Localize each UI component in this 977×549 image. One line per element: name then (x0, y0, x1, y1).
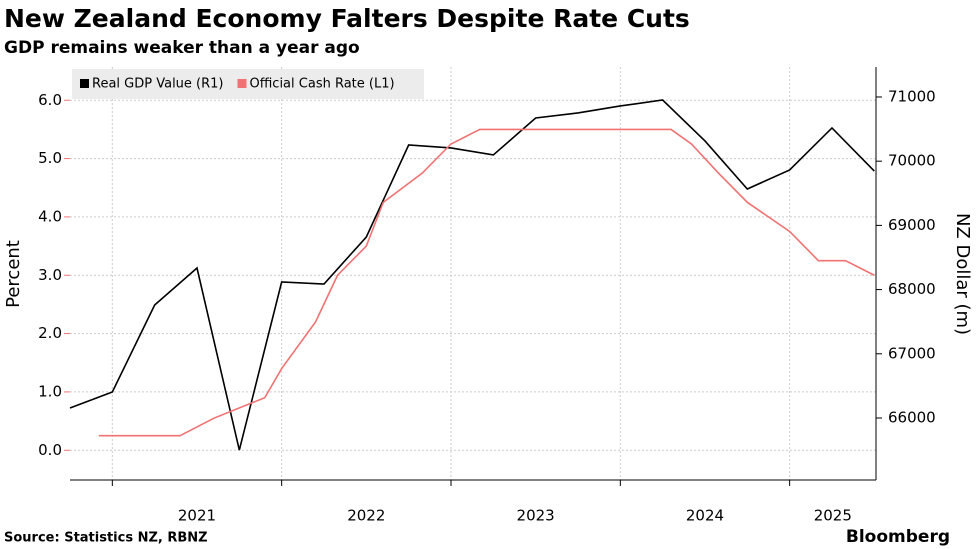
y2-axis-label: NZ Dollar (m) (952, 213, 973, 335)
y-tick-label: 2.0 (38, 324, 62, 342)
brand: Bloomberg (846, 527, 950, 547)
legend-background (72, 69, 424, 99)
y-tick-label: 3.0 (38, 266, 62, 284)
x-tick-label: 2021 (178, 507, 216, 525)
x-tick-label: 2022 (347, 507, 385, 525)
y-axis-label: Percent (3, 240, 24, 308)
chart-subtitle: GDP remains weaker than a year ago (4, 38, 360, 58)
chart-title: New Zealand Economy Falters Despite Rate… (4, 4, 690, 33)
legend-label: Real GDP Value (R1) (92, 77, 224, 92)
x-tick-label: 2024 (686, 507, 724, 525)
y-tick-label: 5.0 (38, 149, 62, 167)
y-tick-label: 4.0 (38, 207, 62, 225)
y2-tick-label: 68000 (888, 280, 936, 298)
y-tick-label: 0.0 (38, 441, 62, 459)
y-tick-label: 6.0 (38, 91, 62, 109)
source: Source: Statistics NZ, RBNZ (4, 531, 208, 546)
y2-tick-label: 70000 (888, 152, 936, 170)
series-line (69, 99, 875, 451)
y-tick-label: 1.0 (38, 382, 62, 400)
legend-swatch (237, 79, 247, 88)
x-tick-label: 2023 (517, 507, 555, 525)
legend-swatch (80, 79, 89, 88)
y2-tick-label: 66000 (888, 408, 936, 426)
y2-tick-label: 67000 (888, 344, 936, 362)
series-line (98, 128, 875, 437)
y2-tick-label: 71000 (888, 87, 936, 105)
y2-tick-label: 69000 (888, 216, 936, 234)
legend-label: Official Cash Rate (L1) (250, 77, 395, 92)
x-tick-label: 2025 (814, 507, 852, 525)
